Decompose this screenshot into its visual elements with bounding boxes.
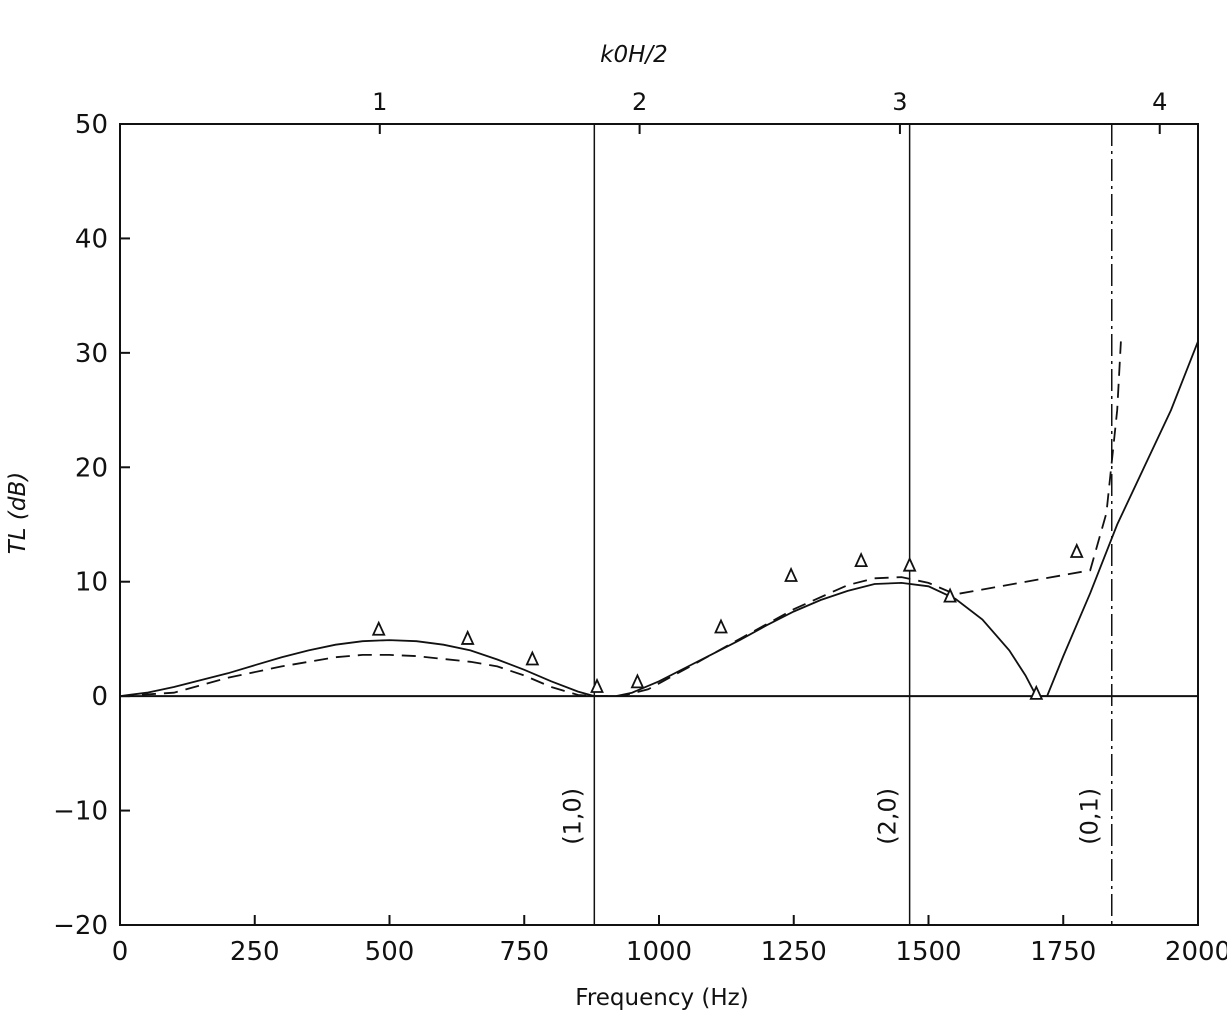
x-tick-label-1: 250 — [230, 937, 280, 967]
x-tick-label-6: 1500 — [895, 937, 961, 967]
y-tick-label-1: −10 — [53, 797, 108, 827]
triangle-point-10 — [1029, 684, 1044, 700]
plot-frame — [119, 123, 1199, 926]
mode-line-label-2: (0,1) — [1076, 788, 1104, 845]
top-tick-label-1: 2 — [632, 88, 647, 116]
mode-line-label-0: (1,0) — [558, 788, 586, 845]
triangle-point-8 — [902, 556, 917, 572]
axes-layer — [119, 123, 1199, 926]
triangle-point-1 — [460, 629, 475, 645]
series-line-dashed — [119, 341, 1122, 697]
y-tick-label-4: 20 — [75, 453, 108, 483]
x-tick-label-3: 750 — [499, 937, 549, 967]
triangle-point-4 — [630, 673, 645, 689]
y-tick-label-0: −20 — [53, 911, 108, 941]
y-tick-label-5: 30 — [75, 339, 108, 369]
triangle-point-7 — [854, 551, 869, 568]
top-tick-label-2: 3 — [892, 88, 907, 116]
y-tick-label-3: 10 — [75, 568, 108, 598]
y-tick-label-6: 40 — [75, 224, 108, 254]
triangle-point-3 — [590, 677, 604, 693]
triangle-point-5 — [714, 618, 728, 634]
y-axis-label: TL (dB) — [5, 472, 31, 555]
y-tick-label-2: 0 — [91, 682, 108, 712]
top-axis-label: k0H/2 — [600, 42, 668, 68]
triangle-point-0 — [371, 620, 386, 636]
mode-lines-layer: (1,0) (2,0) (0,1) — [558, 124, 1113, 925]
x-tick-label-7: 1750 — [1030, 937, 1096, 967]
triangle-point-6 — [784, 566, 798, 582]
x-tick-label-5: 1250 — [761, 937, 827, 967]
markers-layer — [371, 542, 1084, 700]
series-line-solid — [119, 341, 1199, 697]
ticks-layer: 0 250 500 750 1000 1250 1500 1750 2000−20−100102… — [53, 88, 1227, 967]
top-tick-label-3: 4 — [1152, 88, 1167, 116]
x-tick-label-0: 0 — [112, 937, 129, 967]
x-axis-label: Frequency (Hz) — [575, 985, 748, 1011]
triangle-point-9 — [943, 587, 957, 603]
triangle-point-2 — [525, 650, 540, 666]
x-tick-label-4: 1000 — [626, 937, 692, 967]
y-tick-label-7: 50 — [75, 110, 108, 140]
mode-line-label-1: (2,0) — [874, 788, 902, 845]
top-tick-label-0: 1 — [372, 88, 387, 116]
x-tick-label-2: 500 — [365, 937, 415, 967]
curves-layer — [119, 341, 1199, 697]
x-tick-label-8: 2000 — [1165, 937, 1227, 967]
triangle-point-11 — [1069, 542, 1084, 558]
